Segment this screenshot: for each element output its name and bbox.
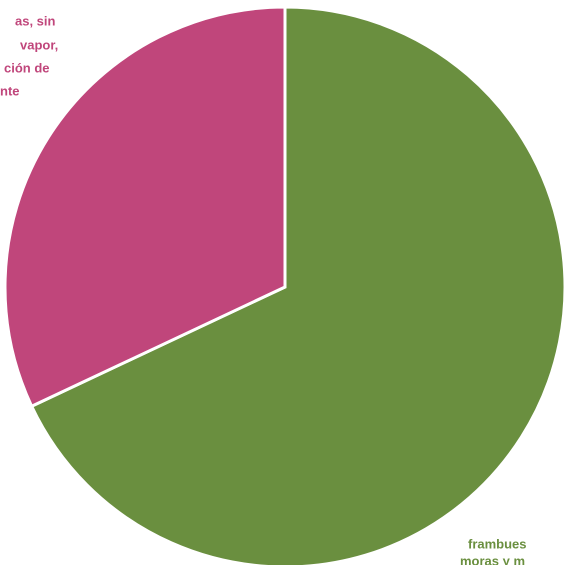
slice-label: moras y m	[460, 553, 525, 565]
pie-slice	[29, 5, 564, 565]
slice-label: vapor,	[20, 37, 58, 52]
slice-label: ción de	[4, 60, 50, 75]
slice-label: as, sin	[15, 13, 56, 28]
slice-label: nte	[0, 83, 20, 98]
slice-label: frambues	[468, 536, 527, 551]
pie-slice	[3, 5, 287, 409]
